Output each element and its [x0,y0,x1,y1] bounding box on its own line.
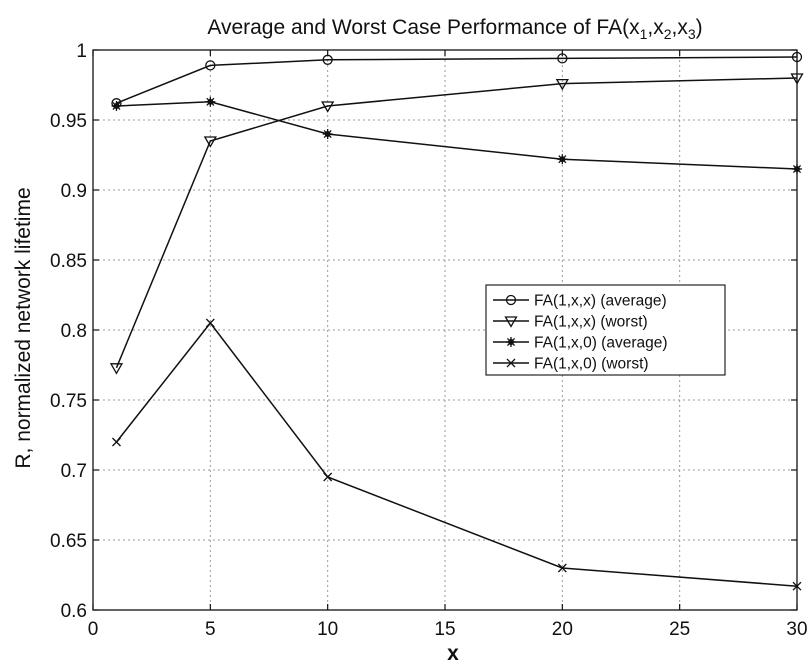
x-tick-label: 0 [88,619,99,640]
x-tick-label: 25 [669,619,690,640]
x-marker-stroke [557,563,567,573]
y-tick-label: 0.6 [61,601,87,622]
y-tick-label: 0.65 [50,531,87,552]
star-marker-core [559,156,566,163]
x-axis-label: x [447,642,459,660]
legend-label: FA(1,x,x) (average) [534,293,667,310]
triangle-down-marker [321,101,335,113]
x-tick-label: 20 [552,619,573,640]
star-marker [506,337,516,347]
x-marker [205,318,215,328]
series-line [115,77,798,369]
circle-marker [505,294,517,306]
y-tick-label: 0.75 [50,391,87,412]
star-marker [205,96,216,107]
legend-label: FA(1,x,x) (worst) [534,314,648,331]
y-tick-label: 0.85 [50,251,87,272]
y-tick-label: 0.95 [50,111,87,132]
x-marker [112,437,121,447]
legend-label: FA(1,x,0) (average) [534,335,668,352]
circle-marker [205,60,216,71]
legend: FA(1,x,x) (average) FA(1,x,x) (worst) FA(1… [485,284,726,376]
star-marker-core [508,339,514,345]
x-tick-label: 10 [317,619,338,640]
star-marker [111,101,122,111]
tick-labels: 0 5 10 15 20 25 30 0.6 0.65 0.7 0.75 0.8 0.85 0.9 0.95… [50,41,808,640]
x-marker-stroke [205,318,215,328]
star-marker-core [113,103,120,109]
y-tick-label: 0.8 [61,321,87,342]
series-line [116,56,798,104]
triangle-down-marker [203,136,217,148]
x-tick-label: 30 [786,619,807,640]
x-marker [506,358,516,368]
star-marker-core [324,131,331,137]
x-marker-stroke [323,472,333,482]
triangle-down-marker [555,78,569,91]
y-tick-label: 0.9 [61,181,87,202]
x-tick-label: 5 [205,619,216,640]
x-marker [323,472,333,482]
chart-title: Average and Worst Case Performance of FA… [207,16,702,42]
series-3 [111,96,802,174]
x-marker-stroke [112,437,121,447]
star-marker [322,129,333,139]
legend-item: FA(1,x,0) (worst) [493,356,649,373]
series-2 [109,73,804,375]
y-axis-label: R, normalized network lifetime [12,187,35,468]
axis-ticks [92,49,798,611]
legend-item: FA(1,x,0) (average) [493,335,668,352]
legend-label: FA(1,x,0) (worst) [534,356,649,373]
star-marker [557,154,568,165]
x-tick-label: 15 [434,619,455,640]
legend-item: FA(1,x,x) (worst) [493,314,648,331]
star-marker-core [207,98,214,105]
y-tick-label: 1 [76,41,87,62]
triangle-down-marker [504,316,518,328]
triangle-down-marker [109,363,124,375]
series-line [116,101,798,170]
y-tick-label: 0.7 [61,461,87,482]
x-marker-stroke [506,358,516,368]
x-marker [557,563,567,573]
legend-item: FA(1,x,x) (average) [493,293,667,310]
